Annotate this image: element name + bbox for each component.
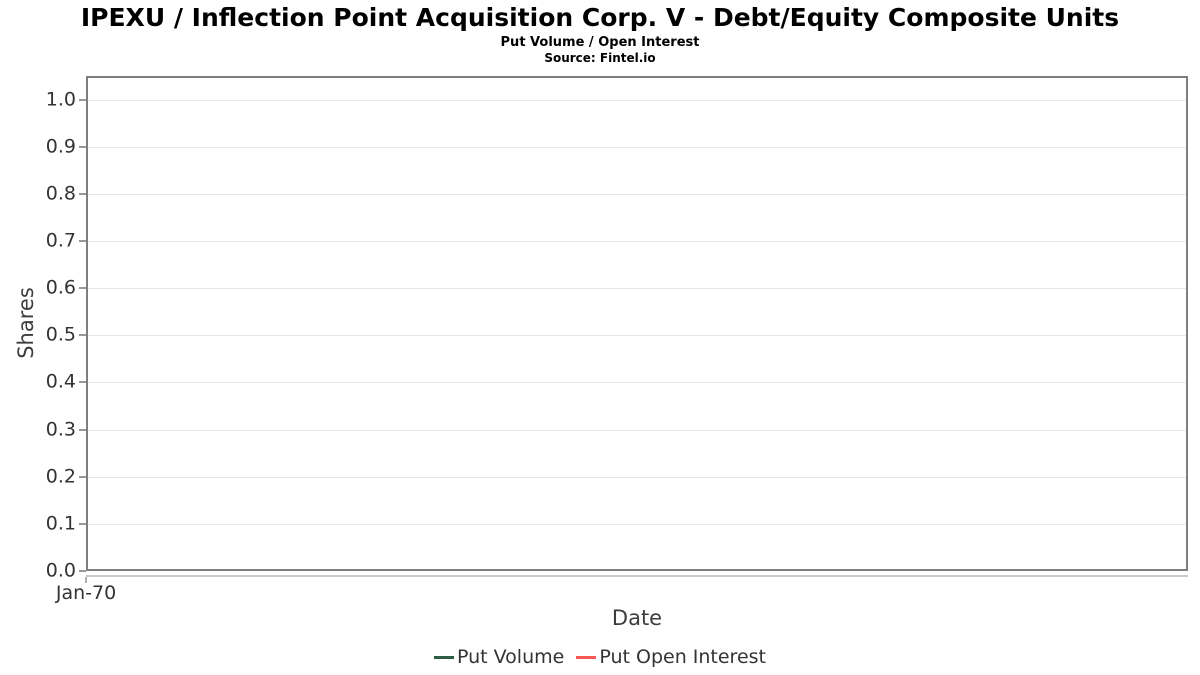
legend-line-marker bbox=[434, 655, 454, 659]
y-tick-mark bbox=[79, 240, 86, 242]
y-tick-label: 0.7 bbox=[45, 229, 76, 252]
y-gridline bbox=[88, 382, 1186, 383]
chart-source-label: Source: Fintel.io bbox=[544, 51, 656, 65]
legend: Put Volume Put Open Interest bbox=[0, 646, 1200, 668]
chart-title: IPEXU / Inflection Point Acquisition Cor… bbox=[80, 3, 1120, 32]
y-gridline bbox=[88, 335, 1186, 336]
y-gridline bbox=[88, 477, 1186, 478]
y-tick-mark bbox=[79, 523, 86, 525]
y-tick-mark bbox=[79, 146, 86, 148]
y-gridline bbox=[88, 194, 1186, 195]
legend-item: Put Volume bbox=[434, 646, 564, 668]
y-tick-label: 0.9 bbox=[45, 135, 76, 158]
y-tick-label: 0.4 bbox=[45, 370, 76, 393]
y-gridline bbox=[88, 430, 1186, 431]
y-tick-mark bbox=[79, 429, 86, 431]
y-tick-label: 0.2 bbox=[45, 465, 76, 488]
y-gridline bbox=[88, 100, 1186, 101]
y-tick-label: 0.6 bbox=[45, 276, 76, 299]
plot-area bbox=[86, 76, 1188, 571]
legend-label: Put Volume bbox=[457, 646, 565, 668]
y-tick-mark bbox=[79, 287, 86, 289]
y-tick-label: 0.3 bbox=[45, 418, 76, 441]
y-tick-mark bbox=[79, 193, 86, 195]
y-tick-label: 0.0 bbox=[45, 559, 76, 582]
y-tick-mark bbox=[79, 381, 86, 383]
y-axis-label: Shares bbox=[14, 287, 38, 359]
y-gridline bbox=[88, 288, 1186, 289]
y-tick-label: 1.0 bbox=[45, 88, 76, 111]
chart-subtitle: Put Volume / Open Interest bbox=[500, 35, 700, 50]
y-gridline bbox=[88, 241, 1186, 242]
y-tick-label: 0.5 bbox=[45, 323, 76, 346]
y-tick-mark bbox=[79, 99, 86, 101]
y-tick-label: 0.1 bbox=[45, 512, 76, 535]
y-tick-mark bbox=[79, 570, 86, 572]
x-tick-mark bbox=[85, 577, 87, 583]
y-tick-mark bbox=[79, 476, 86, 478]
y-gridline bbox=[88, 147, 1186, 148]
y-gridline bbox=[88, 524, 1186, 525]
legend-line-marker bbox=[576, 655, 597, 659]
y-tick-label: 0.8 bbox=[45, 182, 76, 205]
x-tick-label: Jan-70 bbox=[55, 582, 117, 604]
legend-label: Put Open Interest bbox=[599, 646, 766, 668]
legend-item: Put Open Interest bbox=[576, 646, 766, 668]
x-axis-line bbox=[86, 575, 1188, 577]
y-tick-mark bbox=[79, 334, 86, 336]
x-axis-label: Date bbox=[611, 606, 663, 630]
